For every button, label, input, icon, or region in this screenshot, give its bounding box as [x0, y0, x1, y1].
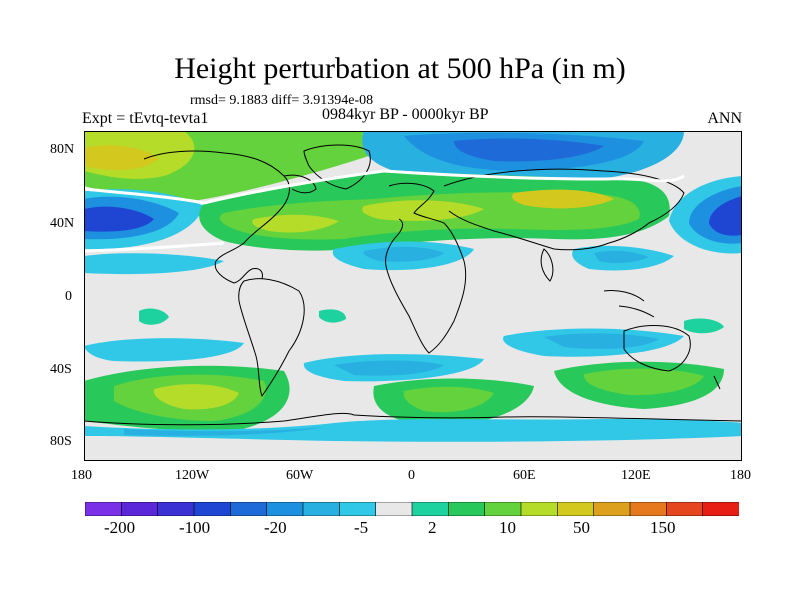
lon-label-60w: 60W [286, 468, 314, 483]
colorbar-swatch [84, 501, 123, 517]
lat-label-80s: 80S [50, 434, 72, 449]
contour-midlat-positive-4 [362, 200, 484, 221]
contour-sh-positive-west-core2 [153, 384, 239, 410]
colorbar-swatch [375, 501, 413, 517]
contour-pacific-negative-east-core2 [709, 196, 742, 236]
colorbar-swatch [702, 501, 740, 517]
colorbar-swatch [448, 501, 486, 517]
colorbar-swatch [411, 501, 450, 517]
map-title: Height perturbation at 500 hPa (in m) [174, 52, 626, 85]
map-panel [84, 131, 742, 461]
contour-antarctic-negative [84, 419, 742, 442]
zero-contours [84, 169, 685, 253]
contour-sh-negative-west [84, 338, 244, 362]
colorbar-swatch [157, 501, 195, 517]
contour-map [84, 131, 742, 461]
season-label: ANN [707, 110, 742, 127]
colorbar-label-10: 10 [499, 518, 516, 537]
lon-label-180e: 180 [730, 468, 751, 483]
contour-eq-positive-3 [684, 318, 724, 334]
colorbar-swatch [520, 501, 559, 517]
lat-label-40s: 40S [50, 362, 72, 377]
contour-north-positive-core2 [84, 145, 159, 171]
lon-label-60e: 60E [513, 468, 536, 483]
colorbar-label-neg100: -100 [179, 518, 211, 537]
period-label: 0984kyr BP - 0000kyr BP [322, 106, 489, 123]
contour-pacific-negative-west-core2 [84, 206, 154, 232]
colorbar-label-neg200: -200 [104, 518, 136, 537]
colorbar-swatch [230, 501, 268, 517]
coastlines [84, 144, 742, 426]
contour-subtrop-negative-east-core [594, 250, 649, 264]
contour-sh-positive-east-core [583, 368, 704, 396]
colorbar-label-50: 50 [573, 518, 590, 537]
contour-subtrop-negative-west [84, 253, 224, 275]
colorbar-swatch [302, 501, 341, 517]
colorbar-swatch [593, 501, 631, 517]
contour-sh-positive-mid-core [403, 386, 494, 413]
colorbar-swatch [339, 501, 377, 517]
contour-eq-positive-1 [139, 308, 169, 325]
contour-midlat-positive-3 [252, 214, 339, 233]
colorbar-label-150: 150 [650, 518, 676, 537]
colorbar-swatch [121, 501, 159, 517]
lon-label-120e: 120E [621, 468, 651, 483]
colorbar-label-2: 2 [428, 518, 437, 537]
contour-sh-negative-east-core [544, 333, 659, 349]
colorbar-swatch [629, 501, 668, 517]
colorbar-label-neg20: -20 [264, 518, 287, 537]
colorbar-swatch [557, 501, 595, 517]
colorbar-swatch [193, 501, 232, 517]
map-frame [84, 131, 742, 461]
colorbar-swatch [266, 501, 304, 517]
colorbar-svg [84, 501, 740, 517]
lat-label-40n: 40N [50, 216, 75, 231]
contour-arctic-negative-core2 [454, 138, 604, 162]
contour-eq-positive-2 [319, 309, 346, 323]
lon-label-120w: 120W [175, 468, 210, 483]
contour-subtrop-negative-mid-core [363, 246, 444, 262]
lon-label-180w: 180 [71, 468, 92, 483]
experiment-label: Expt = tEvtq-tevta1 [82, 110, 209, 127]
contour-sh-negative-mid-core [334, 360, 444, 376]
colorbar-swatch [666, 501, 704, 517]
lat-label-eq: 0 [65, 289, 72, 304]
contour-antarctic-negative-core [124, 427, 324, 436]
colorbar [84, 501, 740, 517]
lat-label-80n: 80N [50, 142, 75, 157]
rmsd-diff-stats: rmsd= 9.1883 diff= 3.91394e-08 [190, 93, 374, 108]
colorbar-label-neg5: -5 [354, 518, 369, 537]
contour-midlat-positive-5 [512, 189, 614, 209]
colorbar-swatch [484, 501, 522, 517]
lon-label-0: 0 [408, 468, 415, 483]
